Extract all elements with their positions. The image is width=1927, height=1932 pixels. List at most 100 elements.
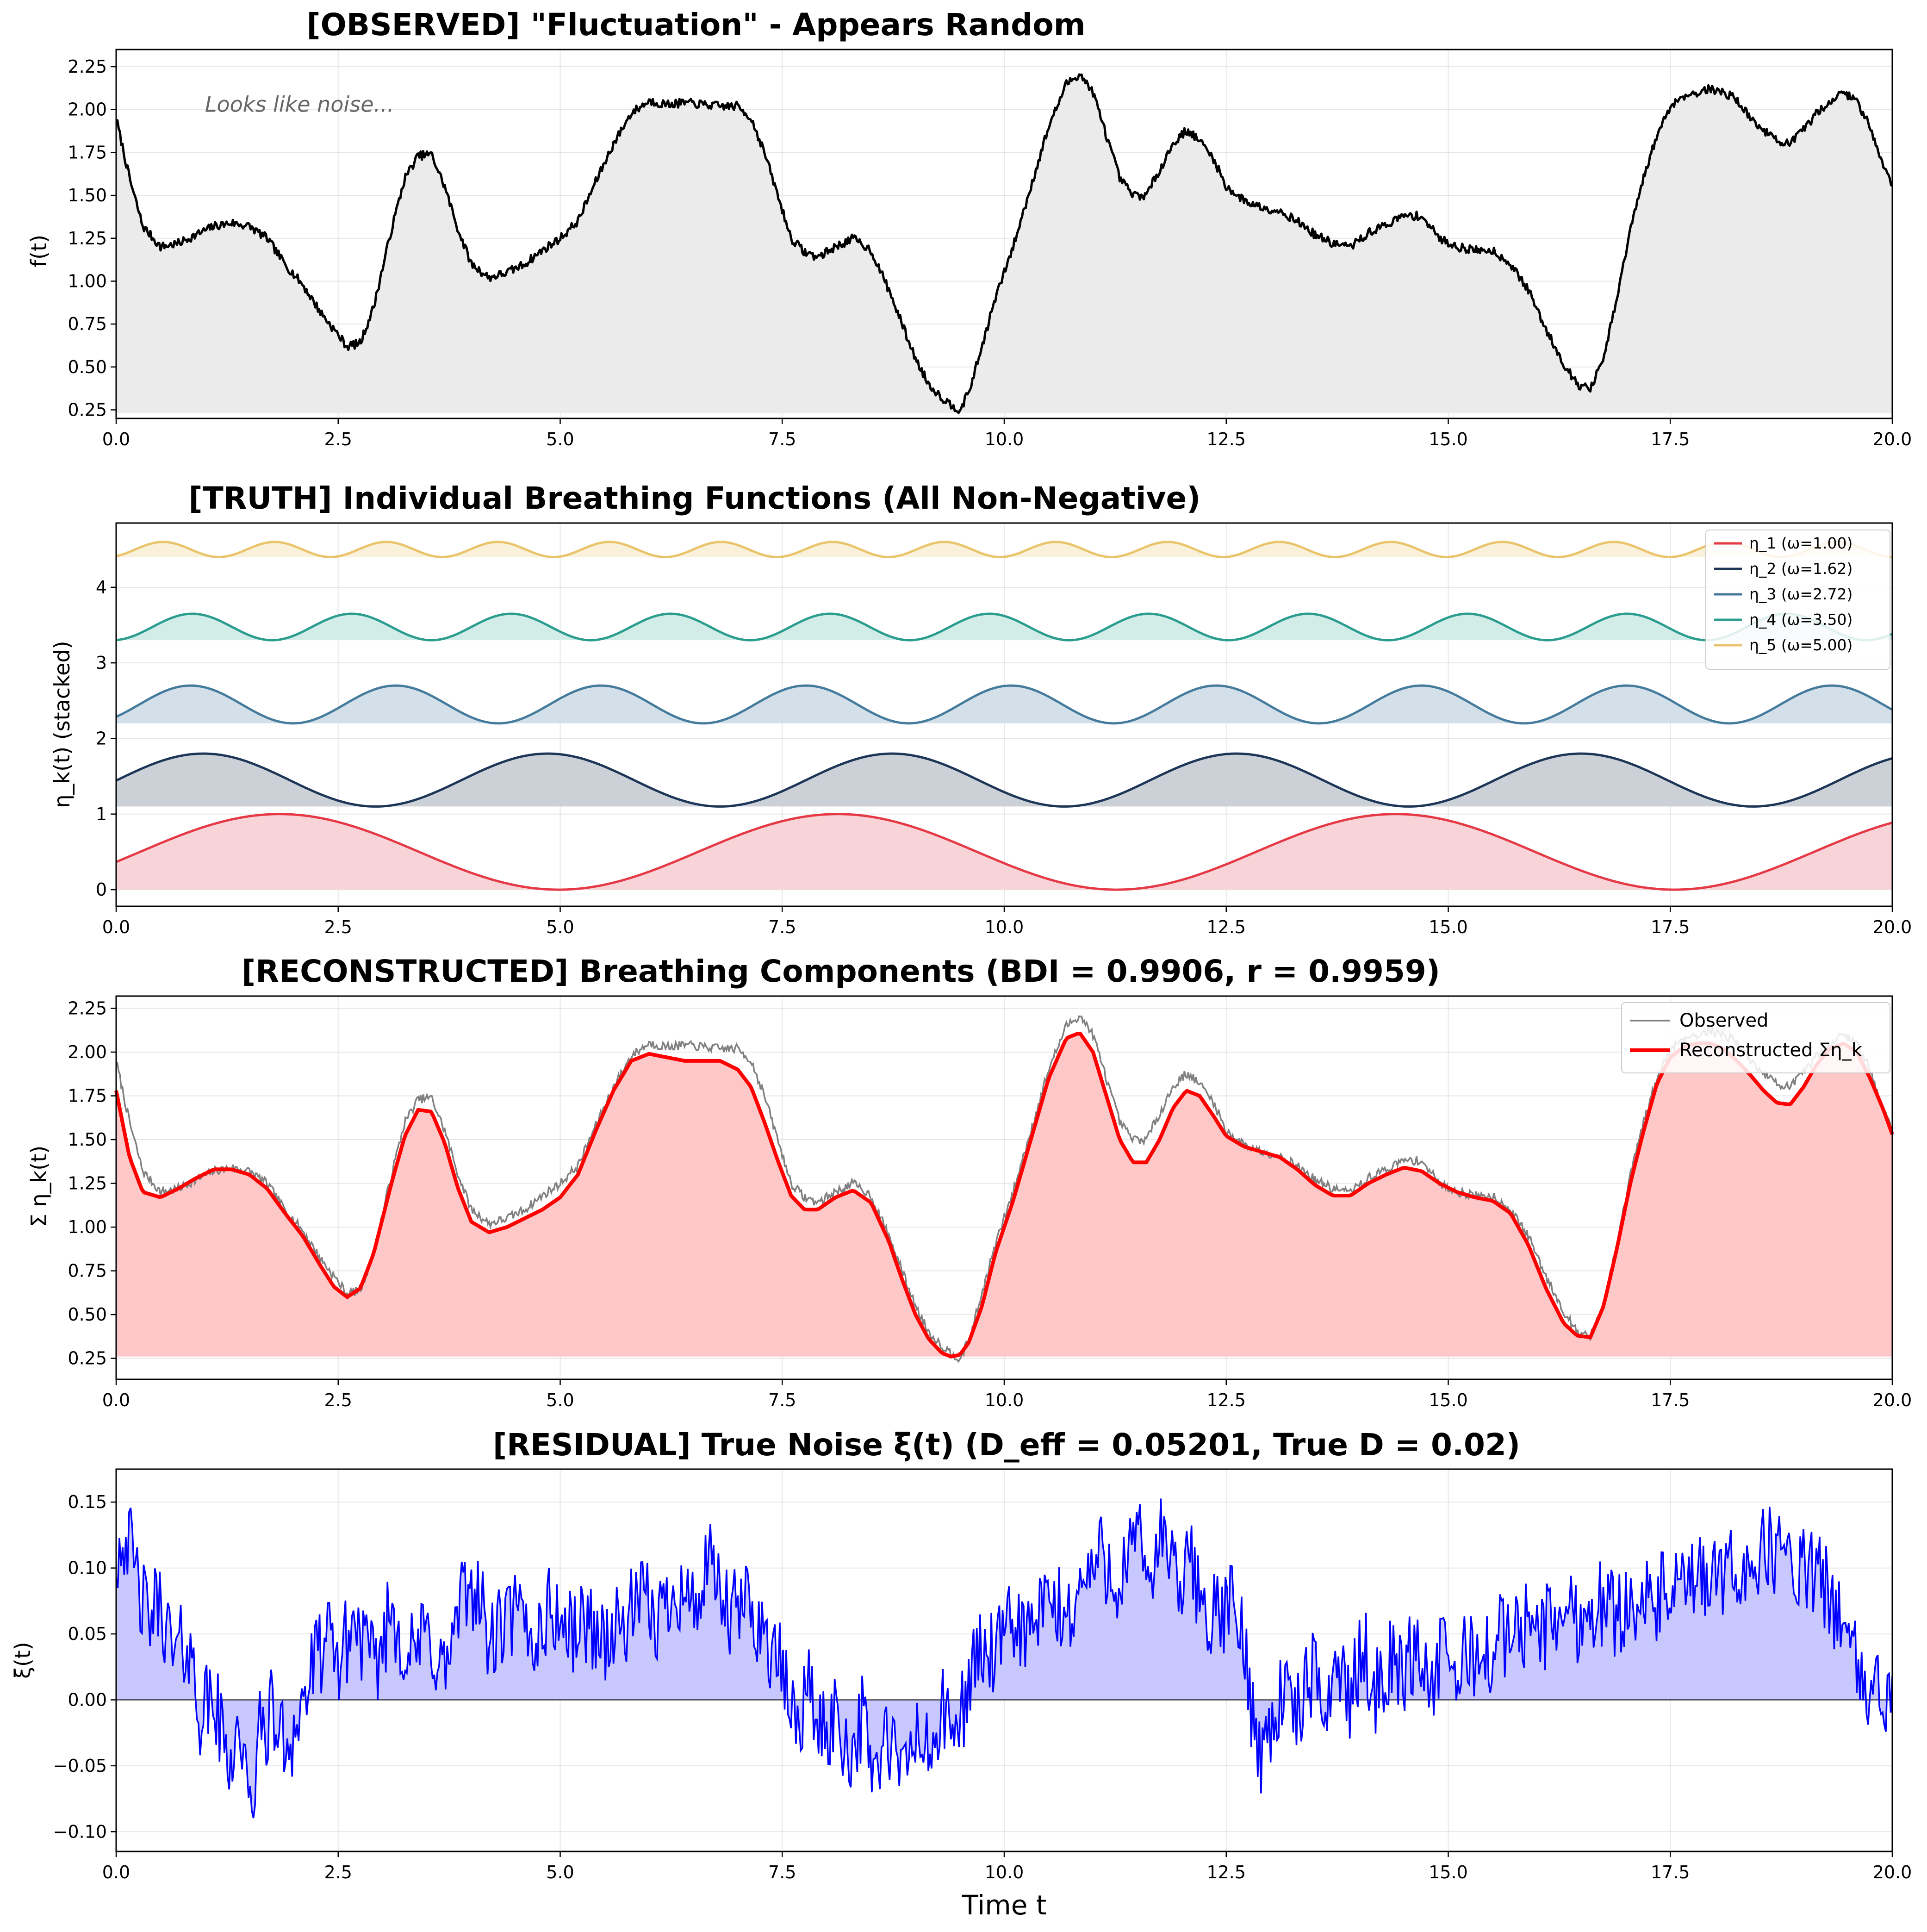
y-tick-label: 0.50 [68, 1304, 107, 1325]
y-tick-label: 0.75 [68, 314, 107, 334]
y-tick-label: 0.75 [68, 1261, 107, 1281]
fills-residual [116, 1498, 1892, 1818]
reconstructed-line [114, 1032, 1894, 1359]
x-tick-label: 12.5 [1206, 1862, 1246, 1882]
lines-observed [116, 73, 1893, 414]
y-axis-label-reconstructed: Σ η_k(t) [26, 1146, 51, 1227]
legend-entry-eta-3: η_3 (ω=2.72) [1749, 585, 1852, 603]
y-tick-label: 0.00 [68, 1689, 107, 1710]
y-tick-label: 1.25 [68, 1173, 107, 1194]
y-ticks-observed: 0.25 0.50 0.75 1.00 1.25 1.50 1.75 2.00 2.25 [68, 56, 116, 420]
legend-entry-reconstructed: Reconstructed Ση_k [1679, 1040, 1863, 1061]
y-tick-label: 0.25 [68, 399, 107, 420]
x-tick-label: 15.0 [1429, 1390, 1468, 1410]
x-tick-label: 20.0 [1873, 429, 1912, 449]
x-axis-label-residual: Time t [961, 1889, 1046, 1921]
legend-entry-observed: Observed [1679, 1010, 1768, 1031]
x-tick-label: 2.5 [324, 429, 352, 449]
y-ticks-residual: −0.10 −0.05 0.00 0.05 0.10 0.15 [53, 1492, 116, 1842]
y-tick-label: 2.00 [68, 1042, 107, 1062]
eta-3-line [115, 684, 1893, 725]
panel-title-observed: [OBSERVED] "Fluctuation" - Appears Rando… [307, 7, 1086, 43]
x-tick-label: 10.0 [985, 429, 1024, 449]
legend-truth: η_1 (ω=1.00) η_2 (ω=1.62) η_3 (ω=2.72) η_4 … [1705, 530, 1890, 670]
y-tick-label: 1.75 [68, 1086, 107, 1106]
x-tick-label: 10.0 [985, 1862, 1024, 1882]
x-tick-label: 0.0 [102, 1390, 130, 1410]
x-tick-label: 10.0 [985, 1390, 1024, 1410]
panel-title-reconstructed: [RECONSTRUCTED] Breathing Components (BD… [242, 954, 1440, 989]
x-tick-label: 17.5 [1651, 917, 1690, 937]
y-tick-label: −0.10 [53, 1821, 107, 1842]
y-tick-label: 2 [96, 728, 107, 748]
eta-3-fill [116, 686, 1892, 723]
x-tick-label: 12.5 [1206, 917, 1246, 937]
x-tick-label: 0.0 [102, 429, 130, 449]
x-tick-label: 5.0 [546, 1862, 574, 1882]
observed-line [116, 73, 1893, 414]
x-tick-label: 7.5 [768, 917, 796, 937]
legend-reconstructed: Observed Reconstructed Ση_k [1621, 1002, 1890, 1073]
x-tick-label: 15.0 [1429, 917, 1468, 937]
y-tick-label: 0.25 [68, 1348, 107, 1369]
panel-reconstructed: [RECONSTRUCTED] Breathing Components (BD… [26, 954, 1912, 1410]
y-tick-label: 2.25 [68, 56, 107, 77]
y-tick-label: 0.05 [68, 1624, 107, 1644]
x-tick-label: 0.0 [102, 917, 130, 937]
x-tick-label: 20.0 [1873, 1390, 1912, 1410]
eta-2-fill [116, 754, 1892, 807]
lines-residual [115, 1498, 1893, 1819]
y-tick-label: 1.00 [68, 271, 107, 291]
y-tick-label: −0.05 [53, 1756, 107, 1776]
legend-box [1705, 530, 1890, 670]
y-axis-label-residual: ξ(t) [10, 1642, 35, 1679]
x-ticks-residual: 0.0 2.5 5.0 7.5 10.0 12.5 15.0 17.5 20.0 [102, 1851, 1912, 1882]
y-tick-label: 2.25 [68, 998, 107, 1018]
panel-observed: [OBSERVED] "Fluctuation" - Appears Rando… [26, 7, 1912, 449]
lines-reconstructed [114, 1015, 1894, 1363]
y-tick-label: 1.25 [68, 228, 107, 249]
x-tick-label: 2.5 [324, 1862, 352, 1882]
lines-truth [115, 541, 1893, 891]
x-tick-label: 20.0 [1873, 917, 1912, 937]
eta-5-line [116, 541, 1893, 559]
panel-truth: [TRUTH] Individual Breathing Functions (… [50, 480, 1912, 937]
fills-observed [116, 74, 1892, 413]
x-tick-label: 7.5 [768, 1390, 796, 1410]
x-tick-label: 5.0 [546, 1390, 574, 1410]
y-tick-label: 4 [96, 577, 107, 598]
x-tick-label: 10.0 [985, 917, 1024, 937]
x-tick-label: 17.5 [1651, 429, 1690, 449]
y-ticks-truth: 0 1 2 3 4 [96, 577, 116, 900]
legend-entry-eta-5: η_5 (ω=5.00) [1749, 636, 1852, 654]
panel-title-residual: [RESIDUAL] True Noise ξ(t) (D_eff = 0.05… [493, 1427, 1520, 1463]
y-tick-label: 0.15 [68, 1492, 107, 1512]
y-tick-label: 0.10 [68, 1558, 107, 1578]
x-tick-label: 5.0 [546, 917, 574, 937]
y-tick-label: 1.75 [68, 142, 107, 162]
y-tick-label: 1.50 [68, 185, 107, 206]
x-tick-label: 7.5 [768, 429, 796, 449]
x-tick-label: 20.0 [1873, 1862, 1912, 1882]
residual-fill [116, 1498, 1892, 1818]
y-tick-label: 1.00 [68, 1217, 107, 1237]
reconstructed-fill [116, 1034, 1892, 1357]
eta-2-line [115, 752, 1893, 808]
eta-4-fill [116, 614, 1892, 641]
eta-1-line [116, 813, 1893, 891]
annotation-looks-like-noise: Looks like noise... [205, 92, 394, 117]
x-tick-label: 12.5 [1206, 429, 1246, 449]
x-ticks-truth: 0.0 2.5 5.0 7.5 10.0 12.5 15.0 17.5 20.0 [102, 906, 1912, 937]
legend-entry-eta-2: η_2 (ω=1.62) [1749, 560, 1852, 578]
panel-residual: [RESIDUAL] True Noise ξ(t) (D_eff = 0.05… [10, 1427, 1912, 1921]
eta-1-fill [116, 814, 1892, 890]
x-tick-label: 2.5 [324, 1390, 352, 1410]
observed-fill [116, 74, 1892, 413]
x-tick-label: 17.5 [1651, 1390, 1690, 1410]
x-tick-label: 15.0 [1429, 1862, 1468, 1882]
x-ticks-observed: 0.0 2.5 5.0 7.5 10.0 12.5 15.0 17.5 20.0 [102, 418, 1912, 449]
x-tick-label: 5.0 [546, 429, 574, 449]
y-ticks-reconstructed: 0.25 0.50 0.75 1.00 1.25 1.50 1.75 2.00 2.25 [68, 998, 116, 1369]
legend-entry-eta-1: η_1 (ω=1.00) [1749, 534, 1852, 552]
